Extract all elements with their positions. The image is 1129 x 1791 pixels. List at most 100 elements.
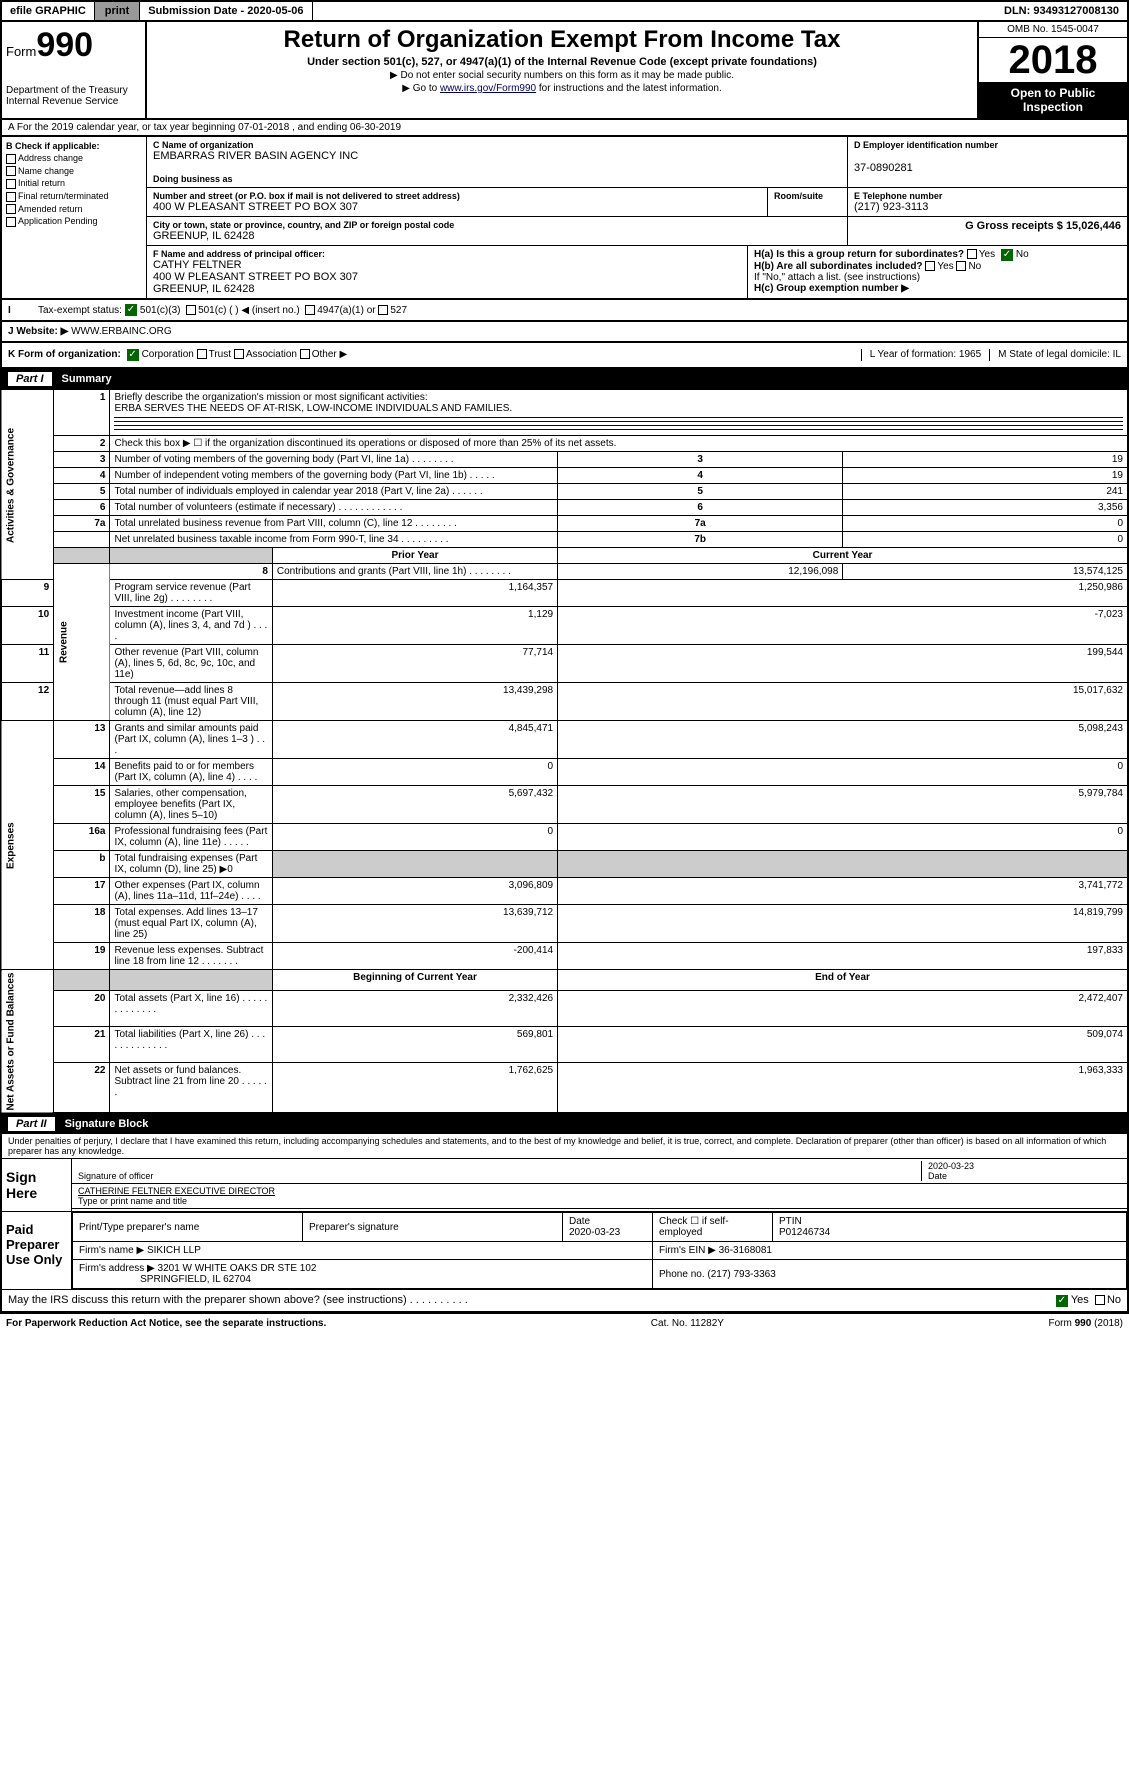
open-public: Open to Public Inspection (979, 82, 1127, 118)
shade (54, 970, 110, 991)
room-label: Room/suite (774, 191, 841, 201)
submission-date: Submission Date - 2020-05-06 (140, 2, 312, 20)
r: Salaries, other compensation, employee b… (110, 786, 272, 824)
discuss-no: No (1107, 1294, 1121, 1306)
col-b-header: B Check if applicable: (6, 141, 142, 151)
chk-pending-label: Application Pending (18, 216, 98, 226)
gov-row: 3Number of voting members of the governi… (1, 452, 1128, 468)
addr-label: Number and street (or P.O. box if mail i… (153, 191, 761, 201)
r: Revenue less expenses. Subtract line 18 … (110, 943, 272, 970)
opt-501c: 501(c) ( ) ◀ (insert no.) (198, 305, 300, 316)
chk-amended-label: Amended return (18, 204, 83, 214)
r: b (54, 851, 110, 878)
side-governance: Activities & Governance (1, 390, 54, 580)
k-label: K Form of organization: (8, 349, 121, 361)
prep-date: 2020-03-23 (569, 1227, 620, 1238)
r: Program service revenue (Part VIII, line… (110, 580, 272, 607)
r: 3 (558, 452, 843, 468)
chk-501c3-icon: ✓ (125, 304, 137, 316)
summary-table: Activities & Governance 1 Briefly descri… (0, 389, 1129, 1114)
r: 13 (54, 721, 110, 759)
chk-name[interactable]: Name change (6, 166, 142, 177)
r: 5,697,432 (272, 786, 557, 824)
exp-row: 15Salaries, other compensation, employee… (1, 786, 1128, 824)
officer-addr2: GREENUP, IL 62428 (153, 283, 741, 295)
tax-status-label: Tax-exempt status: (38, 305, 122, 316)
chk-corp-icon: ✓ (127, 349, 139, 361)
chk-initial[interactable]: Initial return (6, 178, 142, 189)
r: Benefits paid to or for members (Part IX… (110, 759, 272, 786)
r: 1,963,333 (558, 1062, 1128, 1113)
prep-sig-label: Preparer's signature (303, 1213, 563, 1242)
officer-name: CATHY FELTNER (153, 259, 741, 271)
r: 6 (54, 500, 110, 516)
r: 5 (558, 484, 843, 500)
line-2: Check this box ▶ ☐ if the organization d… (110, 436, 1128, 452)
hb-yes: Yes (937, 261, 953, 272)
opt-other: Other ▶ (312, 349, 347, 361)
r: 3,741,772 (558, 878, 1128, 905)
side-revenue: Revenue (54, 564, 110, 721)
r: -7,023 (558, 607, 1128, 645)
sign-here-label: Sign Here (2, 1159, 72, 1211)
m-label: M State of legal domicile: IL (989, 349, 1121, 361)
firm-addr2: SPRINGFIELD, IL 62704 (140, 1274, 251, 1285)
r: Total expenses. Add lines 13–17 (must eq… (110, 905, 272, 943)
ha-label: H(a) Is this a group return for subordin… (754, 249, 964, 260)
hb-note: If "No," attach a list. (see instruction… (754, 272, 1121, 283)
sub3-post: for instructions and the latest informat… (536, 83, 722, 94)
col-b: B Check if applicable: Address change Na… (2, 137, 147, 298)
line-1-num: 1 (54, 390, 110, 436)
r: Investment income (Part VIII, column (A)… (110, 607, 272, 645)
r: 19 (843, 452, 1128, 468)
phone-label: E Telephone number (854, 191, 1121, 201)
chk-amended[interactable]: Amended return (6, 204, 142, 215)
r: 8 (110, 564, 272, 580)
r: 1,129 (272, 607, 557, 645)
r: 0 (558, 759, 1128, 786)
omb-number: OMB No. 1545-0047 (979, 22, 1127, 38)
r: Total fundraising expenses (Part IX, col… (110, 851, 272, 878)
exp-row: 18Total expenses. Add lines 13–17 (must … (1, 905, 1128, 943)
footer-form: Form 990 (2018) (1049, 1318, 1123, 1329)
addr-value: 400 W PLEASANT STREET PO BOX 307 (153, 201, 761, 213)
r: 1,250,986 (558, 580, 1128, 607)
chk-pending[interactable]: Application Pending (6, 216, 142, 227)
chk-final[interactable]: Final return/terminated (6, 191, 142, 202)
gov-row: 4Number of independent voting members of… (1, 468, 1128, 484)
r: 12,196,098 (558, 564, 843, 580)
efile-label: efile GRAPHIC (2, 2, 95, 20)
gov-row: 5Total number of individuals employed in… (1, 484, 1128, 500)
firm-phone: Phone no. (217) 793-3363 (653, 1260, 1127, 1289)
footer-pra: For Paperwork Reduction Act Notice, see … (6, 1318, 326, 1329)
shade (110, 970, 272, 991)
r: Contributions and grants (Part VIII, lin… (272, 564, 557, 580)
hb-label: H(b) Are all subordinates included? (754, 261, 923, 272)
r: 17 (54, 878, 110, 905)
header-left: Form990 Department of the Treasury Inter… (2, 22, 147, 118)
r: 14 (54, 759, 110, 786)
chk-address[interactable]: Address change (6, 153, 142, 164)
r: 0 (843, 532, 1128, 548)
chk-name-label: Name change (18, 166, 74, 176)
website-value: WWW.ERBAINC.ORG (71, 326, 172, 337)
subtitle-2: ▶ Do not enter social security numbers o… (157, 70, 967, 81)
opt-corp: Corporation (142, 349, 194, 361)
tax-status-row: I Tax-exempt status: ✓501(c)(3) 501(c) (… (0, 300, 1129, 322)
r: Total unrelated business revenue from Pa… (110, 516, 558, 532)
prep-name-label: Print/Type preparer's name (73, 1213, 303, 1242)
col-current: Current Year (558, 548, 1128, 564)
r: 15 (54, 786, 110, 824)
r: 11 (1, 645, 54, 683)
k-row: K Form of organization: ✓ Corporation Tr… (0, 343, 1129, 369)
discuss-yes: Yes (1071, 1294, 1089, 1306)
print-button[interactable]: print (95, 2, 140, 20)
shade (54, 548, 110, 564)
r: 3 (54, 452, 110, 468)
r: Total liabilities (Part X, line 26) . . … (110, 1026, 272, 1062)
irs-link[interactable]: www.irs.gov/Form990 (440, 83, 536, 94)
header-right: OMB No. 1545-0047 2018 Open to Public In… (977, 22, 1127, 118)
r: 6 (558, 500, 843, 516)
opt-trust: Trust (209, 349, 231, 361)
website-row: J Website: ▶ WWW.ERBAINC.ORG (0, 322, 1129, 343)
